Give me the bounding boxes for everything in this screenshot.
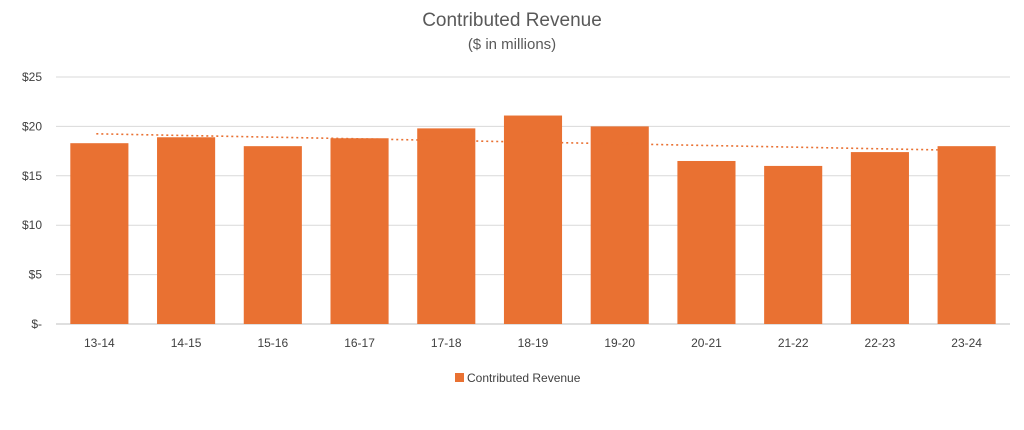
x-tick-label: 14-15 [171,336,202,350]
chart-subtitle: ($ in millions) [468,36,556,53]
bars [70,115,996,325]
bar [850,152,909,324]
legend-label: Contributed Revenue [467,371,581,385]
bar [70,143,129,324]
x-tick-label: 20-21 [691,336,722,350]
y-tick-label: $20 [22,119,42,133]
trendline-layer [96,133,938,151]
x-tick-label: 22-23 [865,336,896,350]
legend-swatch [455,373,464,382]
bar [503,115,563,324]
x-tick-label: 17-18 [431,336,462,350]
bar [330,138,389,324]
bar [590,126,649,325]
x-tick-label: 15-16 [257,336,288,350]
y-tick-label: $15 [22,169,42,183]
x-tick-label: 21-22 [778,336,809,350]
x-tick-label: 19-20 [604,336,635,350]
bar [243,146,302,324]
y-tick-label: $- [31,317,42,331]
x-axis-ticks: 13-14 14-15 15-16 16-17 17-18 18-19 19-20 20-21… [84,336,982,350]
y-axis-ticks: $- $5 $10 $15 $20 $25 [22,70,42,331]
bar [937,146,996,324]
x-tick-label: 16-17 [344,336,375,350]
trendline [96,133,938,151]
y-tick-label: $5 [29,268,43,282]
y-tick-label: $10 [22,218,42,232]
bar [417,128,476,324]
x-tick-label: 13-14 [84,336,115,350]
x-tick-label: 23-24 [951,336,982,350]
y-tick-label: $25 [22,70,42,84]
x-tick-label: 18-19 [518,336,549,350]
bar [764,165,823,324]
bar [157,137,216,324]
legend: Contributed Revenue [455,371,581,385]
chart-title: Contributed Revenue [422,10,602,31]
bar [677,160,736,324]
